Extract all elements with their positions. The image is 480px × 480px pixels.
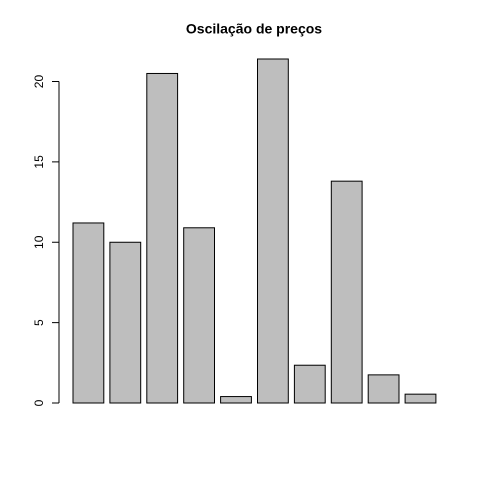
- y-tick-label: 5: [32, 319, 46, 326]
- y-tick-label: 20: [32, 75, 46, 89]
- y-tick-label: 10: [32, 235, 46, 249]
- y-tick-label: 15: [32, 155, 46, 169]
- bar: [404, 393, 437, 404]
- y-tick-label: 0: [32, 399, 46, 406]
- chart-title: Oscilação de preços: [186, 21, 322, 37]
- bar: [72, 222, 105, 404]
- bar: [183, 227, 215, 404]
- bar: [367, 374, 400, 404]
- bar: [220, 396, 252, 404]
- bar: [330, 180, 363, 404]
- bar: [257, 58, 289, 404]
- bar: [293, 364, 326, 404]
- bar: [146, 72, 179, 404]
- bar: [109, 241, 142, 404]
